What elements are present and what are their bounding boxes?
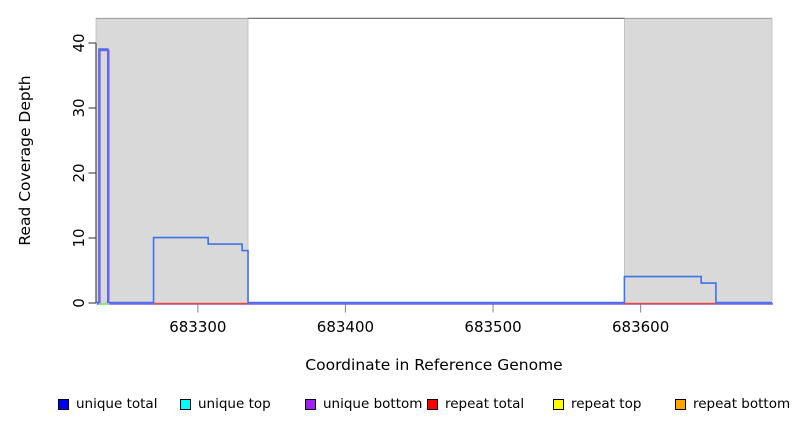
shaded-region <box>624 17 773 304</box>
x-tick-label: 683600 <box>612 318 669 336</box>
plot-area: 0 10 20 30 40 683300 683400 683500 683600 <box>70 17 773 336</box>
x-tick-label: 683300 <box>169 318 226 336</box>
shaded-region <box>95 17 249 304</box>
y-tick-label: 10 <box>70 228 88 247</box>
y-tick-label: 40 <box>70 33 88 52</box>
y-tick-label: 0 <box>70 298 88 308</box>
series-unique-total <box>96 48 772 304</box>
x-tick-label: 683400 <box>317 318 374 336</box>
y-tick-label: 20 <box>70 163 88 182</box>
y-axis-title: Read Coverage Depth <box>16 75 34 245</box>
x-tick-label: 683500 <box>464 318 521 336</box>
x-axis-title: Coordinate in Reference Genome <box>305 356 562 374</box>
y-tick-label: 30 <box>70 98 88 117</box>
